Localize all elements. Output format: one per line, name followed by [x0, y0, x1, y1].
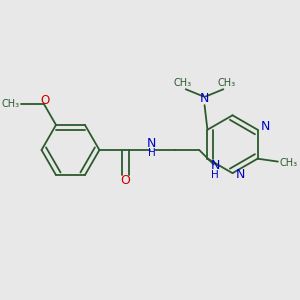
Text: N: N	[236, 168, 245, 181]
Text: N: N	[147, 137, 156, 150]
Text: CH₃: CH₃	[217, 78, 235, 88]
Text: H: H	[211, 169, 219, 180]
Text: N: N	[261, 120, 270, 134]
Text: CH₃: CH₃	[280, 158, 298, 168]
Text: O: O	[121, 175, 130, 188]
Text: N: N	[211, 159, 220, 172]
Text: CH₃: CH₃	[2, 99, 20, 109]
Text: H: H	[148, 148, 155, 158]
Text: O: O	[40, 94, 50, 107]
Text: CH₃: CH₃	[174, 78, 192, 88]
Text: N: N	[200, 92, 209, 105]
